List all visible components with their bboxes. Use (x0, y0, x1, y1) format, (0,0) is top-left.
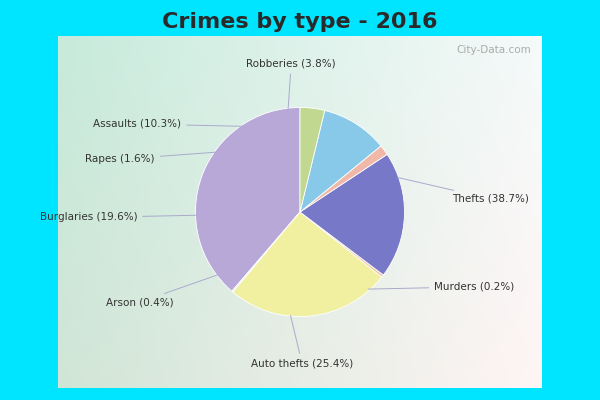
Text: Rapes (1.6%): Rapes (1.6%) (85, 152, 216, 164)
Text: Robberies (3.8%): Robberies (3.8%) (247, 58, 336, 109)
Text: Arson (0.4%): Arson (0.4%) (106, 275, 217, 307)
Wedge shape (232, 212, 300, 292)
Text: Auto thefts (25.4%): Auto thefts (25.4%) (251, 315, 353, 369)
Text: Burglaries (19.6%): Burglaries (19.6%) (40, 212, 196, 222)
Wedge shape (300, 154, 404, 275)
Wedge shape (196, 108, 300, 291)
Text: Crimes by type - 2016: Crimes by type - 2016 (162, 12, 438, 32)
Wedge shape (233, 212, 382, 316)
Wedge shape (300, 110, 381, 212)
Text: Murders (0.2%): Murders (0.2%) (368, 282, 514, 292)
Wedge shape (300, 146, 387, 212)
Text: City-Data.com: City-Data.com (456, 45, 531, 55)
Text: Thefts (38.7%): Thefts (38.7%) (398, 178, 529, 204)
Wedge shape (300, 108, 325, 212)
Wedge shape (300, 212, 383, 277)
Text: Assaults (10.3%): Assaults (10.3%) (93, 119, 243, 129)
